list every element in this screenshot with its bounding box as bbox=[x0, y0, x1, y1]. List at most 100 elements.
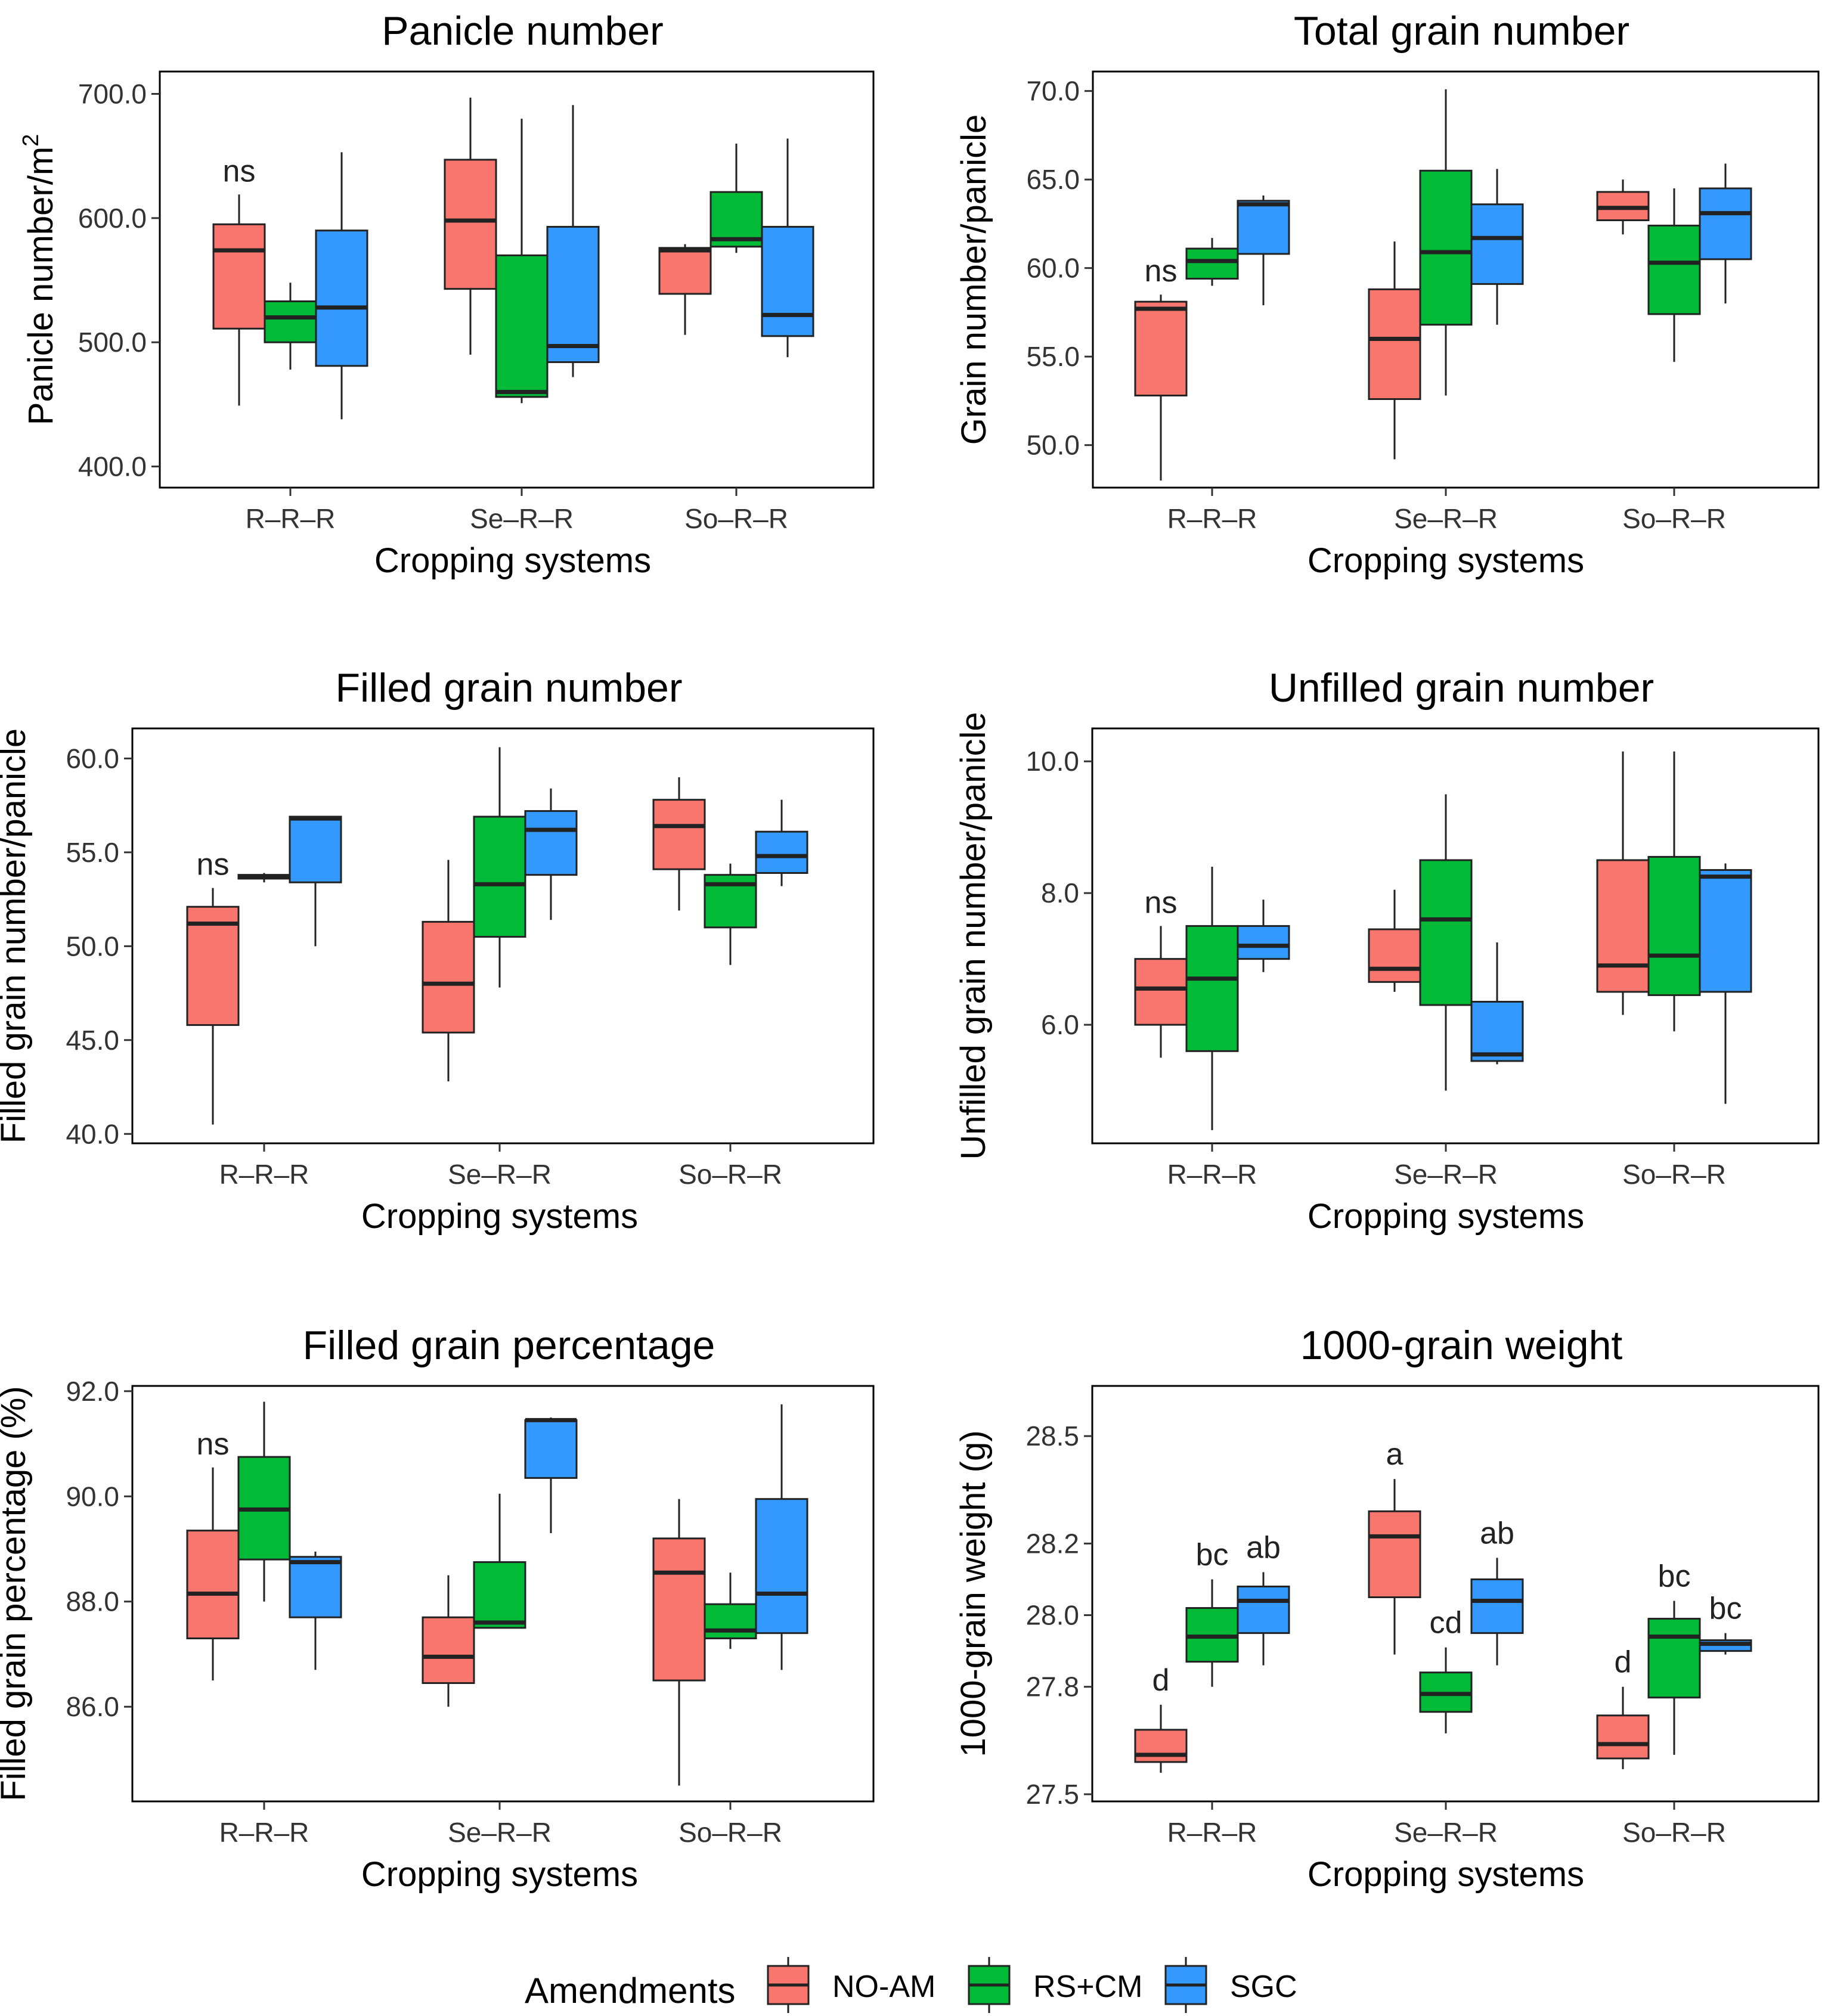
box-iqr bbox=[1237, 925, 1290, 960]
box-iqr bbox=[1419, 859, 1473, 1006]
x-tick-label: Se–R–R bbox=[1394, 503, 1498, 534]
y-axis-label-text: Panicle number/m bbox=[21, 147, 60, 425]
y-axis-label-text: Filled grain percentage (%) bbox=[0, 1386, 33, 1801]
box-Se–R–R-NO-AM bbox=[1368, 241, 1421, 460]
box-Se–R–R-NO-AM bbox=[422, 860, 475, 1082]
box-So–R–R-SGC bbox=[761, 138, 814, 358]
box-So–R–R-NO-AM bbox=[1596, 179, 1650, 235]
box-So–R–R-SGC bbox=[755, 799, 808, 886]
box-R–R–R-SGC bbox=[289, 1551, 342, 1670]
box-iqr bbox=[1647, 855, 1701, 996]
box-Se–R–R-RS+CM bbox=[1419, 794, 1473, 1091]
y-axis-label: Filled grain number/panicle bbox=[0, 728, 33, 1143]
box-iqr bbox=[1596, 1714, 1650, 1760]
box-iqr bbox=[755, 830, 808, 874]
significance-letter: bc bbox=[1658, 1559, 1691, 1594]
box-R–R–R-NO-AM bbox=[1134, 926, 1188, 1058]
box-Se–R–R-RS+CM bbox=[1419, 89, 1473, 396]
box-R–R–R-SGC bbox=[1237, 195, 1290, 306]
x-tick-label: R–R–R bbox=[1167, 1159, 1257, 1190]
y-axis-label-text: 1000-grain weight (g) bbox=[954, 1430, 993, 1757]
significance-label: ns bbox=[197, 848, 230, 882]
box-So–R–R-SGC bbox=[1699, 863, 1752, 1104]
x-tick-label: Se–R–R bbox=[448, 1817, 552, 1848]
box-iqr bbox=[444, 159, 497, 290]
box-iqr bbox=[422, 1616, 475, 1684]
box-R–R–R-RS+CM bbox=[1185, 238, 1239, 286]
box-iqr bbox=[186, 1530, 240, 1639]
y-tick-label: 90.0 bbox=[66, 1481, 119, 1512]
box-iqr bbox=[473, 815, 526, 938]
significance-letter: d bbox=[1152, 1663, 1170, 1698]
box-Se–R–R-SGC bbox=[524, 1417, 578, 1534]
box-iqr bbox=[1470, 1578, 1524, 1634]
significance-letter: a bbox=[1386, 1437, 1403, 1472]
box-R–R–R-NO-AM bbox=[1134, 294, 1188, 481]
box-R–R–R-SGC bbox=[1237, 900, 1290, 972]
y-tick-label: 500.0 bbox=[78, 327, 147, 358]
legend-item-RS+CM: RS+CM bbox=[968, 1957, 1142, 2013]
x-tick-label: Se–R–R bbox=[448, 1159, 552, 1190]
box-iqr bbox=[1185, 925, 1239, 1052]
x-axis-label: Cropping systems bbox=[1308, 1855, 1584, 1894]
plot-area bbox=[1091, 1385, 1820, 1803]
box-So–R–R-NO-AM bbox=[652, 1499, 706, 1786]
panel-3: Filled grain number 40.0 45.0 50.0 55.0 60.0 R… bbox=[0, 665, 875, 1236]
box-Se–R–R-SGC bbox=[1470, 1558, 1524, 1665]
box-iqr bbox=[495, 254, 549, 398]
y-tick-label: 55.0 bbox=[1026, 341, 1080, 372]
x-tick-label: So–R–R bbox=[1622, 503, 1726, 534]
box-iqr bbox=[524, 1419, 578, 1479]
significance-label: ns bbox=[1145, 254, 1178, 289]
significance-letter: cd bbox=[1430, 1606, 1463, 1640]
box-So–R–R-RS+CM bbox=[709, 143, 763, 253]
panel-title: Filled grain percentage bbox=[303, 1323, 715, 1368]
box-Se–R–R-SGC bbox=[1470, 169, 1524, 325]
y-tick-label: 27.5 bbox=[1025, 1779, 1079, 1810]
box-iqr bbox=[1368, 1510, 1421, 1599]
y-tick-label: 70.0 bbox=[1026, 76, 1080, 107]
box-So–R–R-NO-AM bbox=[1596, 1686, 1650, 1769]
box-iqr bbox=[1699, 869, 1752, 993]
y-tick-label: 10.0 bbox=[1025, 746, 1079, 777]
box-iqr bbox=[1185, 247, 1239, 280]
box-iqr bbox=[652, 799, 706, 870]
box-R–R–R-SGC bbox=[289, 815, 342, 947]
significance-label: ns bbox=[1145, 885, 1178, 920]
panel-title: Total grain number bbox=[1294, 8, 1629, 54]
legend-label: RS+CM bbox=[1033, 1970, 1142, 2004]
box-R–R–R-SGC bbox=[315, 152, 368, 420]
panel-title: Panicle number bbox=[382, 8, 663, 54]
x-axis-label: Cropping systems bbox=[1308, 541, 1584, 580]
box-Se–R–R-SGC bbox=[1470, 942, 1524, 1065]
box-R–R–R-NO-AM bbox=[1134, 1704, 1188, 1773]
box-Se–R–R-NO-AM bbox=[1368, 889, 1421, 992]
box-iqr bbox=[1647, 224, 1701, 315]
box-iqr bbox=[524, 810, 578, 876]
box-iqr bbox=[761, 225, 814, 337]
box-iqr bbox=[1134, 300, 1188, 397]
box-R–R–R-RS+CM bbox=[264, 283, 317, 370]
box-iqr bbox=[186, 905, 240, 1026]
x-tick-label: R–R–R bbox=[1167, 503, 1257, 534]
box-iqr bbox=[264, 300, 317, 343]
y-tick-label: 60.0 bbox=[1026, 253, 1080, 284]
box-iqr bbox=[1419, 169, 1473, 326]
y-tick-label: 50.0 bbox=[1026, 430, 1080, 461]
x-tick-label: R–R–R bbox=[246, 503, 336, 534]
box-iqr bbox=[1647, 1618, 1701, 1699]
y-tick-label: 28.0 bbox=[1025, 1600, 1079, 1631]
y-tick-label: 27.8 bbox=[1025, 1671, 1079, 1702]
box-Se–R–R-NO-AM bbox=[422, 1575, 475, 1707]
box-iqr bbox=[212, 223, 266, 330]
box-iqr bbox=[1237, 1585, 1290, 1634]
panel-1: Panicle number 400.0 500.0 600.0 700.0 R–R–R S… bbox=[18, 8, 875, 580]
y-tick-label: 700.0 bbox=[78, 79, 147, 110]
box-R–R–R-RS+CM bbox=[1185, 1579, 1239, 1687]
box-Se–R–R-RS+CM bbox=[473, 747, 526, 988]
x-axis-label: Cropping systems bbox=[361, 1855, 638, 1894]
x-tick-label: R–R–R bbox=[219, 1817, 309, 1848]
y-axis-label-superscript: 2 bbox=[18, 134, 44, 147]
significance-letter: bc bbox=[1196, 1537, 1229, 1572]
